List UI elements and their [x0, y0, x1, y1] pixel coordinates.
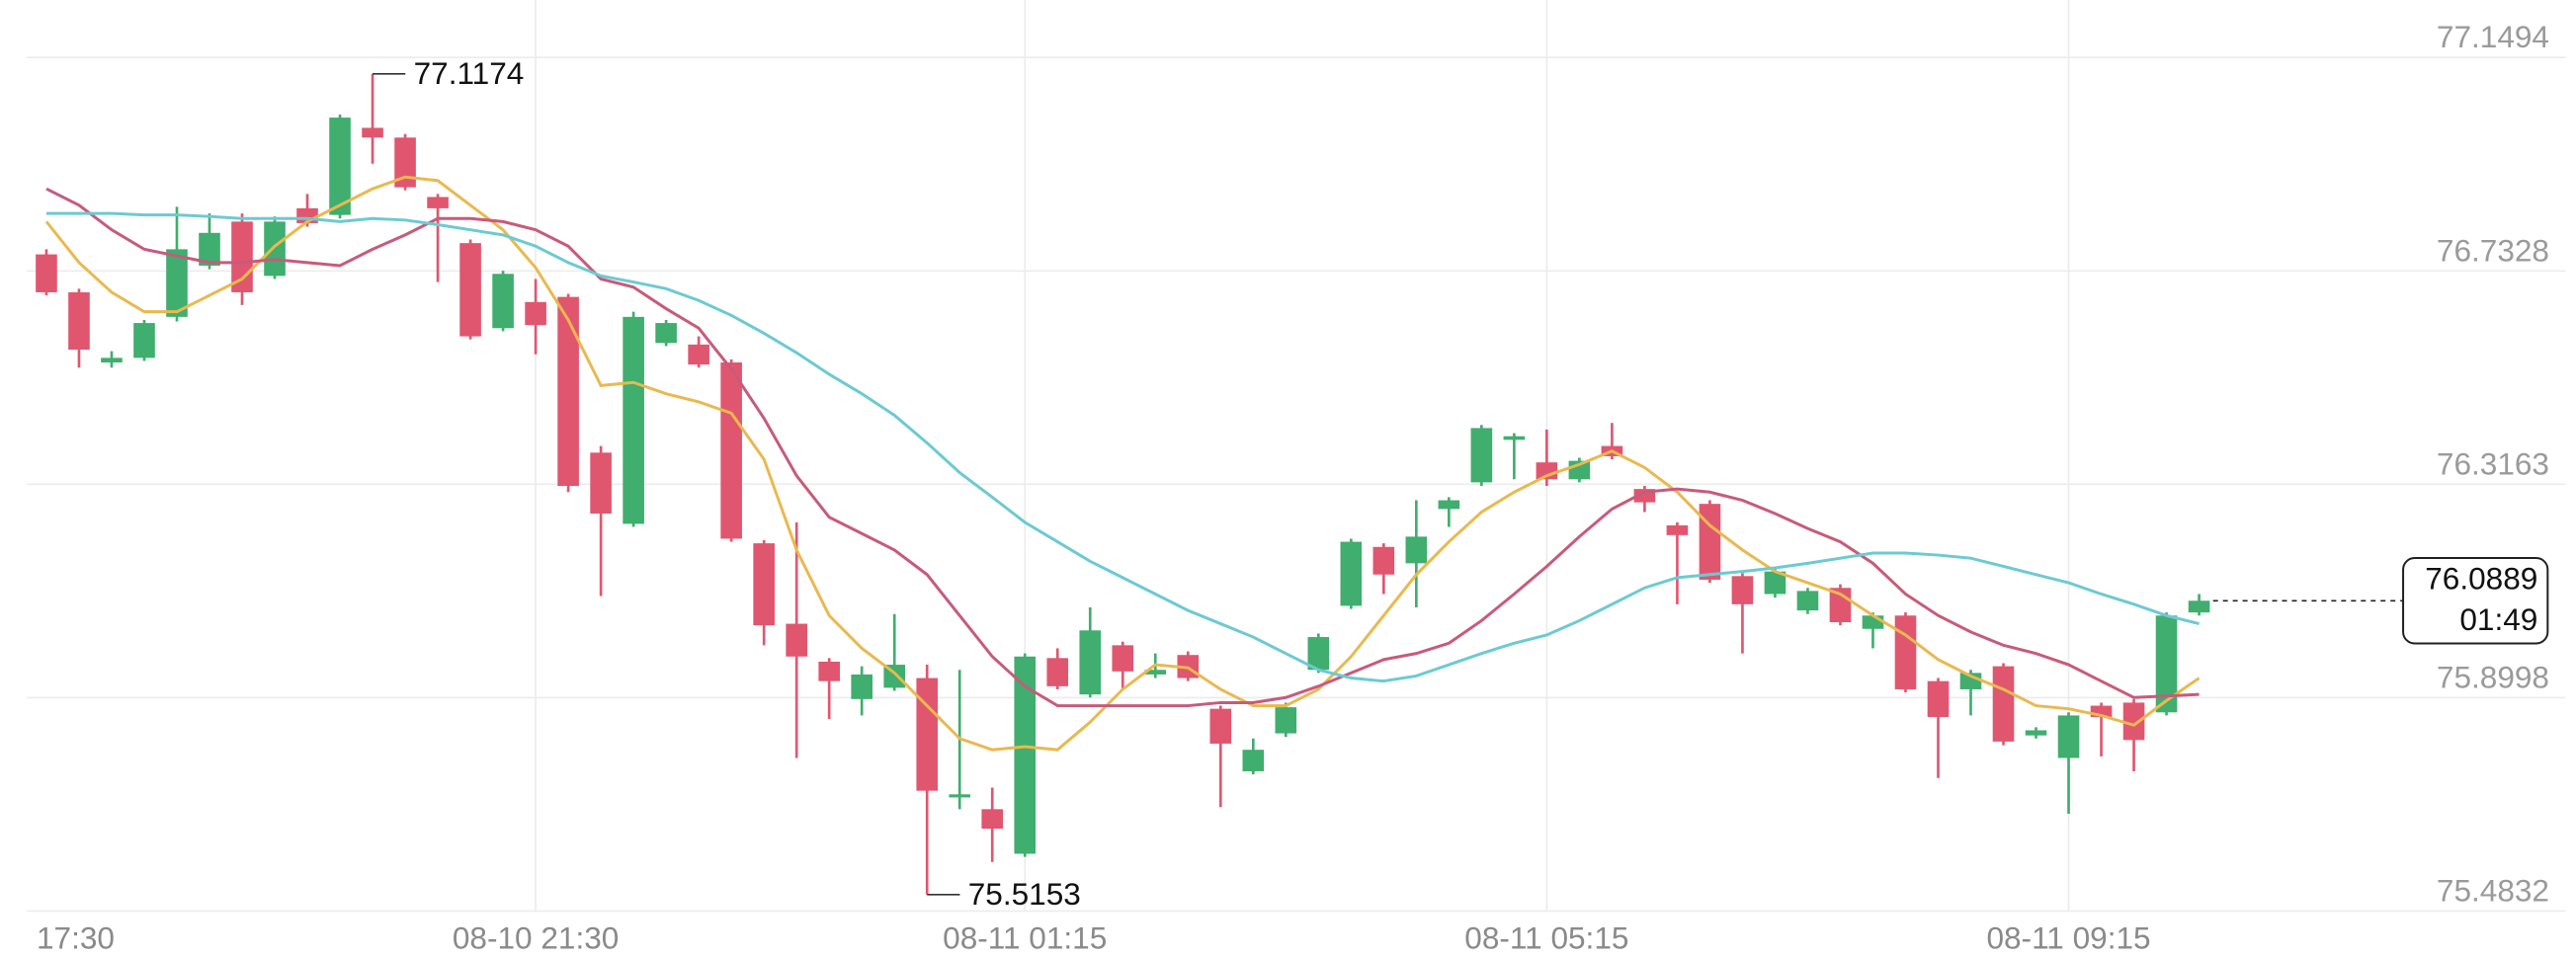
candle-body: [786, 623, 807, 657]
candle-body: [1503, 436, 1526, 440]
moving-average-line: [45, 187, 2200, 708]
y-tick-label: 75.4832: [2437, 873, 2549, 909]
candle-body: [1438, 500, 1460, 510]
candle-body: [166, 249, 188, 317]
current-price-label: 76.0889: [2425, 561, 2537, 597]
candle-body: [427, 197, 449, 208]
x-tick-label: 08-10 21:30: [453, 920, 619, 956]
candle-body: [851, 674, 873, 699]
candle-body: [1340, 541, 1363, 606]
y-tick-label: 76.3163: [2437, 445, 2549, 481]
max-annotation: 77.1174: [414, 55, 525, 91]
candle-body: [688, 344, 709, 365]
candle-body: [2155, 615, 2178, 713]
candle-body: [1079, 630, 1102, 695]
candle-body: [655, 323, 677, 344]
candle-body: [1046, 658, 1069, 686]
candle-body: [2188, 600, 2210, 613]
candle-body: [916, 678, 939, 791]
candle-body: [1144, 670, 1167, 675]
candle-body: [492, 274, 514, 329]
candle-body: [2090, 705, 2113, 717]
candle-body: [264, 221, 286, 277]
candle-body: [1699, 504, 1721, 580]
current-price-box: [2402, 557, 2549, 645]
candle-body: [753, 543, 775, 626]
x-tick-label: 08-11 09:15: [1986, 920, 2150, 956]
x-tick-label: 17:30: [37, 920, 115, 956]
candle-body: [720, 362, 742, 539]
candle-body: [2122, 702, 2145, 741]
y-tick-label: 76.7328: [2437, 232, 2549, 268]
y-tick-label: 75.8998: [2437, 659, 2549, 694]
candle-body: [2025, 730, 2047, 736]
candle-body: [981, 809, 1004, 830]
y-tick-label: 77.1494: [2437, 19, 2549, 54]
candle-body: [1992, 666, 2015, 742]
candle-body: [1275, 707, 1297, 734]
candle-body: [623, 316, 644, 524]
candle-body: [1731, 576, 1754, 604]
candle-body: [1405, 536, 1428, 564]
candle-body: [329, 118, 351, 215]
candle-body: [949, 794, 971, 798]
candle-body: [1209, 708, 1232, 744]
x-tick-label: 08-11 05:15: [1464, 920, 1628, 956]
candle-body: [394, 137, 416, 188]
candle-body: [362, 127, 383, 138]
candle-body: [133, 323, 155, 359]
candle-body: [1894, 615, 1917, 689]
candle-body: [1796, 591, 1819, 611]
candle-body: [1307, 637, 1330, 671]
candle-body: [1112, 645, 1134, 672]
candle-body: [1372, 546, 1395, 575]
moving-average-line: [44, 175, 2201, 752]
candle-body: [1242, 750, 1265, 771]
candle-body: [1862, 615, 1884, 629]
candle-body: [557, 296, 579, 487]
moving-average-line: [45, 211, 2200, 683]
candle-body: [1666, 524, 1689, 535]
candle-body: [1927, 680, 1950, 717]
min-annotation: 75.5153: [968, 876, 1081, 912]
candle-body: [1014, 656, 1037, 854]
countdown-label: 01:49: [2459, 601, 2537, 637]
candle-body: [525, 301, 546, 326]
candle-body: [199, 232, 220, 266]
candle-body: [36, 254, 57, 292]
candle-body: [590, 452, 612, 515]
candle-body: [101, 358, 123, 363]
candle-body: [2057, 715, 2080, 758]
candle-body: [818, 661, 840, 681]
candle-body: [1470, 428, 1493, 483]
x-tick-label: 08-11 01:15: [943, 920, 1107, 956]
candle-body: [1764, 571, 1787, 595]
candle-body: [68, 291, 90, 351]
candle-body: [459, 243, 481, 337]
